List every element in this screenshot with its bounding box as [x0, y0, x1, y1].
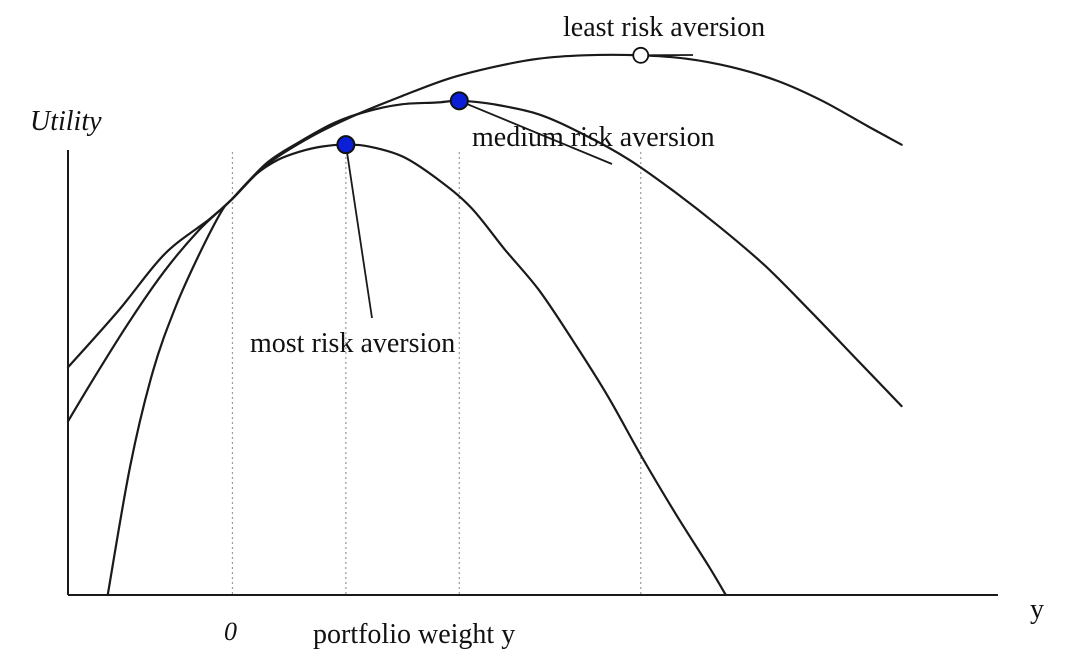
least-risk-aversion-label: least risk aversion — [563, 12, 765, 43]
axes — [67, 150, 998, 596]
most-risk-aversion-label: most risk aversion — [250, 328, 455, 359]
curve-medium-risk-aversion — [66, 99, 903, 423]
optimum-marker-least-risk-aversion — [632, 46, 650, 64]
x-axis-label: portfolio weight y — [313, 619, 515, 650]
leader-most-risk-aversion — [344, 144, 373, 319]
optimum-markers — [336, 46, 650, 155]
medium-risk-aversion-label: medium risk aversion — [472, 122, 715, 153]
optimum-marker-most-risk-aversion — [336, 135, 356, 155]
leader-medium-risk-aversion — [458, 100, 613, 165]
optimum-marker-medium-risk-aversion — [449, 91, 469, 111]
y-axis-label: Utility — [30, 106, 102, 137]
zero-tick-label: 0 — [224, 617, 237, 646]
curve-least-risk-aversion — [66, 53, 903, 369]
guide-lines — [231, 152, 642, 595]
annotation-leaders — [344, 54, 694, 319]
x-axis-end-label: y — [1030, 594, 1044, 625]
curve-most-risk-aversion — [106, 143, 727, 597]
